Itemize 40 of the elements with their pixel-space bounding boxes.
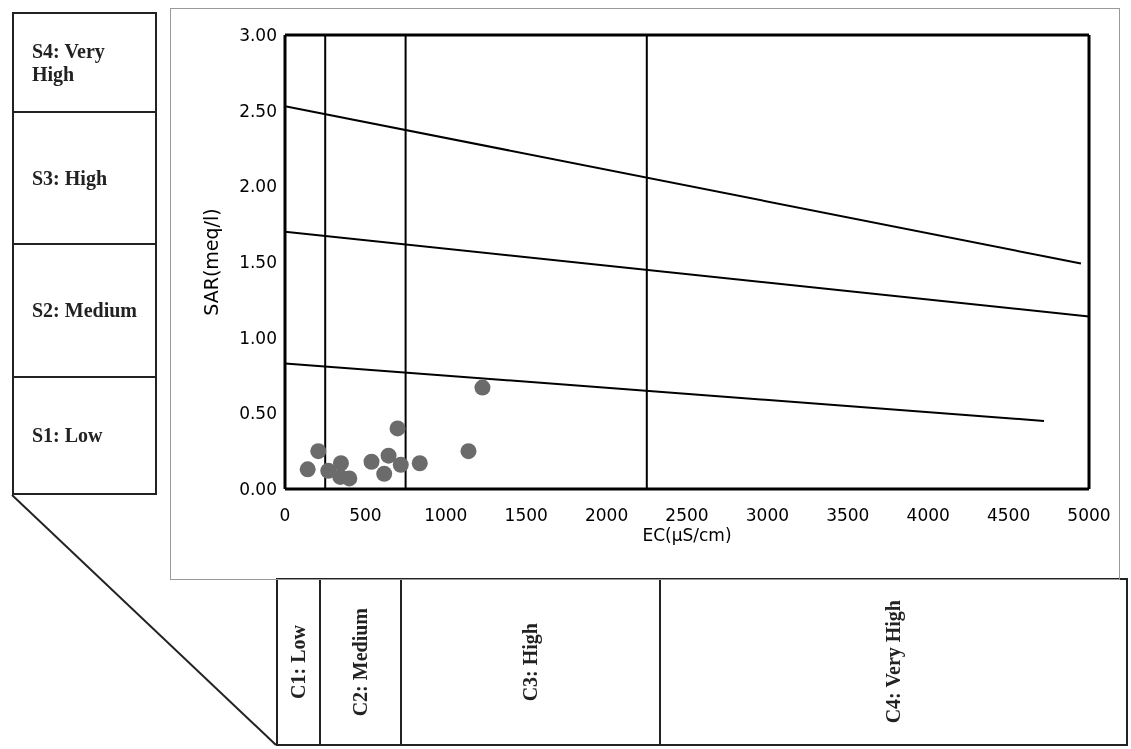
x-tick-label: 5000: [1067, 505, 1111, 525]
text: S3: High: [32, 166, 109, 190]
x-tick-label: 3500: [826, 505, 870, 525]
x-tick-label: 2500: [665, 505, 709, 525]
x-tick-label: 3000: [745, 505, 790, 525]
point: [299, 461, 316, 478]
point: [392, 456, 409, 473]
x-axis-title: EC(μS/cm): [642, 525, 732, 545]
y-tick-label: 0.50: [239, 403, 277, 424]
point: [376, 465, 393, 482]
x-tick-label: 2000: [584, 505, 629, 525]
x-tick-label: 4500: [986, 505, 1031, 525]
x-tick-label: 1500: [504, 505, 548, 525]
x-tick-label: 500: [349, 505, 382, 525]
y-tick-label: 2.50: [239, 100, 277, 121]
x-tick-label: 4000: [906, 505, 950, 525]
text: S4: Very High: [32, 39, 106, 86]
point: [474, 379, 491, 396]
point: [363, 453, 380, 470]
text: C4: Very High: [882, 600, 905, 724]
y-tick-label: 1.00: [239, 327, 277, 348]
point: [332, 455, 349, 472]
point: [411, 455, 428, 472]
text: C2: Medium: [349, 607, 372, 717]
x-tick-label: 0: [279, 505, 291, 525]
point: [380, 447, 397, 464]
y-tick-label: 0.00: [239, 479, 277, 500]
y-tick-label: 2.00: [239, 176, 277, 197]
text: C1: Low: [287, 625, 310, 699]
x-tick-label: 1000: [424, 505, 468, 525]
y-tick-label: 1.50: [239, 252, 277, 273]
point: [310, 443, 327, 460]
point: [460, 443, 477, 460]
y-axis-title: SAR(meq/l): [199, 208, 222, 316]
text: C3: High: [519, 622, 542, 702]
y-tick-label: 3.00: [239, 25, 277, 46]
point: [389, 420, 406, 437]
text: S2: Medium: [32, 299, 138, 322]
text: S1: Low: [32, 424, 104, 447]
point: [320, 462, 337, 479]
